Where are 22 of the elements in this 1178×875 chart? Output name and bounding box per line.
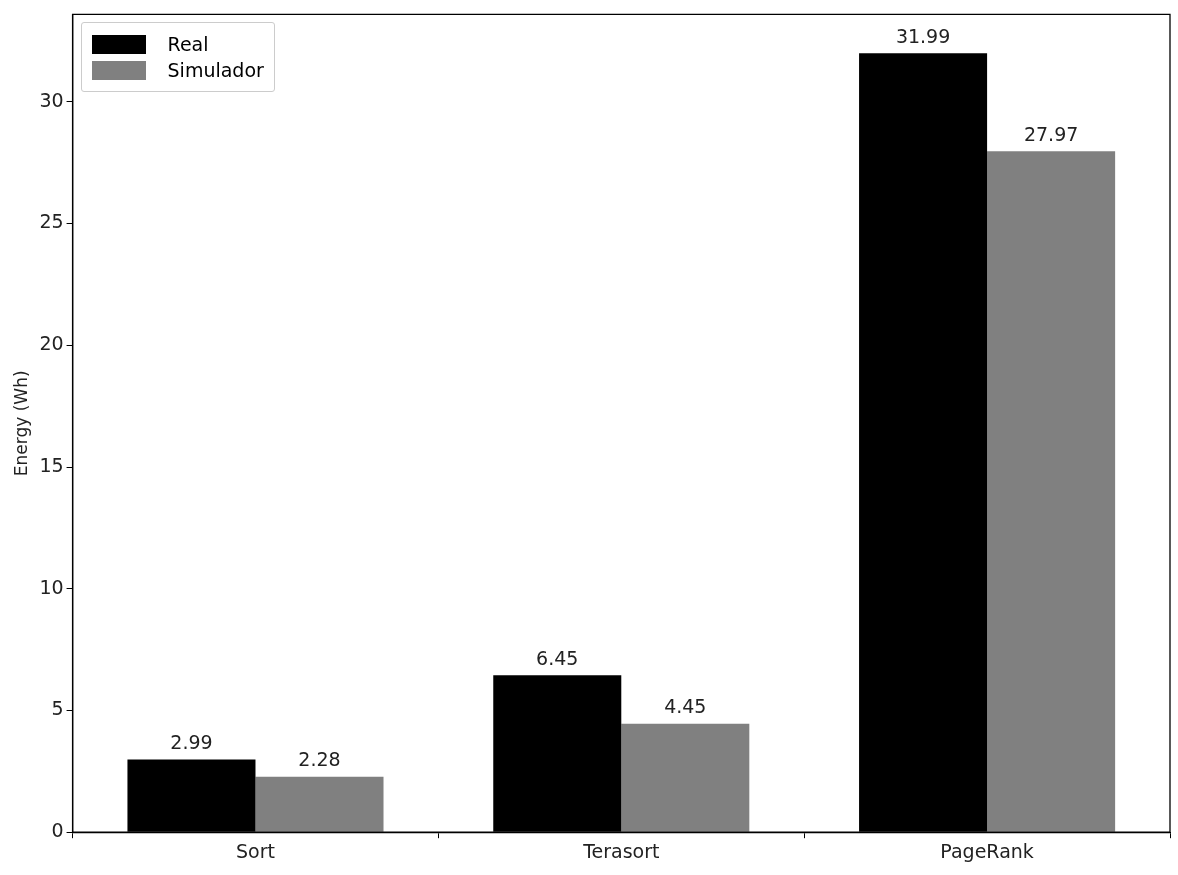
y-tick-label: 15 bbox=[39, 453, 64, 476]
x-tick-label: PageRank bbox=[940, 839, 1034, 862]
y-tick-label: 30 bbox=[39, 88, 64, 111]
bar bbox=[987, 151, 1116, 832]
data-label: 4.45 bbox=[664, 695, 707, 718]
data-label: 2.28 bbox=[298, 748, 341, 771]
y-tick-label: 0 bbox=[51, 819, 64, 842]
y-tick-label: 20 bbox=[39, 332, 64, 355]
y-axis-title: Energy (Wh) bbox=[10, 370, 31, 477]
y-tick-label: 5 bbox=[51, 697, 64, 720]
data-label: 27.97 bbox=[1023, 122, 1079, 145]
data-label: 2.99 bbox=[170, 730, 213, 753]
y-tick-label: 25 bbox=[39, 210, 64, 233]
legend-label: Simulador bbox=[167, 59, 264, 82]
data-label: 31.99 bbox=[895, 24, 951, 47]
bar bbox=[621, 723, 750, 832]
data-label: 6.45 bbox=[536, 646, 579, 669]
y-tick-label: 10 bbox=[39, 575, 64, 598]
legend-label: Real bbox=[167, 33, 209, 56]
bar bbox=[255, 776, 384, 832]
x-tick-label: Terasort bbox=[582, 839, 660, 862]
x-tick-label: Sort bbox=[236, 839, 275, 862]
